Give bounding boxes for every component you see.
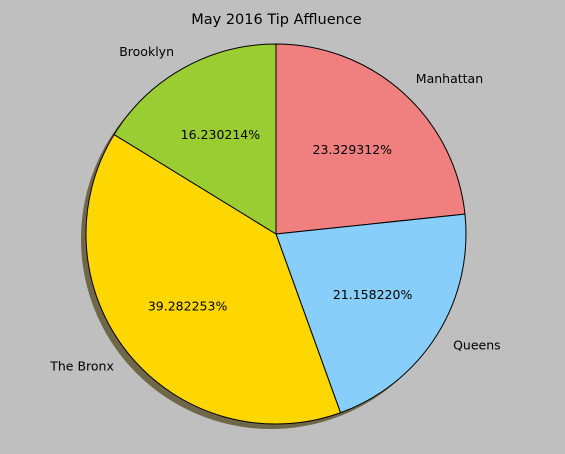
percent-label-brooklyn: 16.230214% — [181, 127, 261, 142]
label-queens: Queens — [453, 338, 501, 353]
percent-label-queens: 21.158220% — [333, 287, 413, 302]
slice-the-bronx — [85, 134, 341, 425]
label-brooklyn: Brooklyn — [119, 44, 174, 59]
percent-label-manhattan: 23.329312% — [313, 142, 393, 157]
slice-queens — [275, 213, 467, 414]
pie-labels: Manhattan 23.329312% Queens 21.158220% The B… — [49, 44, 500, 373]
percent-label-the-bronx: 39.282253% — [148, 299, 228, 314]
slice-brooklyn — [113, 43, 277, 235]
slice-manhattan — [275, 43, 466, 235]
pie-slices — [85, 43, 467, 425]
label-manhattan: Manhattan — [416, 71, 483, 86]
chart-title: May 2016 Tip Affluence — [191, 12, 362, 28]
label-the-bronx: The Bronx — [49, 358, 114, 373]
